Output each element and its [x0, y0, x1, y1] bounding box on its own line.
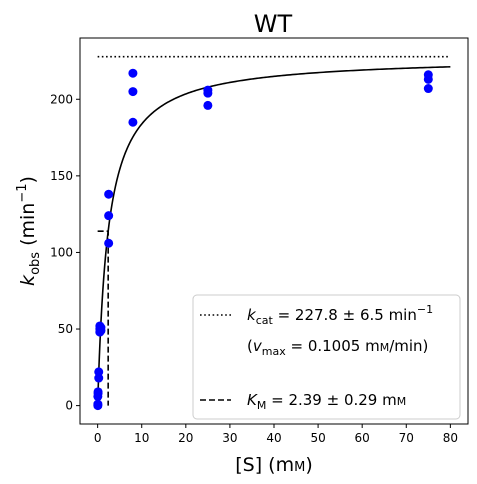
- x-tick-label: 80: [443, 431, 458, 445]
- y-axis-label: kobs (min−1): [15, 176, 43, 286]
- data-point: [203, 100, 213, 110]
- data-point: [128, 117, 138, 127]
- y-tick-label: 150: [50, 169, 73, 183]
- plot-area: [93, 55, 451, 411]
- x-axis-label: [S] (mM): [235, 454, 313, 476]
- y-axis: 0 50 100 150 200: [50, 92, 80, 413]
- legend-km-label: KM = 2.39 ± 0.29 mM: [247, 391, 406, 412]
- x-tick-label: 30: [222, 431, 237, 445]
- data-point: [104, 189, 114, 199]
- x-tick-label: 50: [310, 431, 325, 445]
- data-point: [93, 399, 103, 409]
- x-tick-label: 60: [355, 431, 370, 445]
- chart-title: WT: [254, 10, 293, 38]
- data-point: [423, 70, 433, 80]
- x-tick-label: 0: [94, 431, 102, 445]
- data-point: [423, 84, 433, 94]
- x-axis: 0 10 20 30 40 50 60 70 80: [94, 424, 458, 445]
- legend-frame: [192, 294, 461, 420]
- x-tick-label: 20: [178, 431, 193, 445]
- x-tick-label: 70: [399, 431, 414, 445]
- data-point: [93, 387, 103, 397]
- data-point: [128, 87, 138, 97]
- x-tick-label: 10: [134, 431, 149, 445]
- data-point: [128, 68, 138, 78]
- data-point: [94, 367, 104, 377]
- y-tick-label: 200: [50, 92, 73, 106]
- data-point: [96, 323, 106, 332]
- data-point: [104, 211, 114, 221]
- legend-vmax-label: (vmax = 0.1005 mM/min): [247, 337, 428, 358]
- data-point: [203, 85, 213, 95]
- legend: kcat = 227.8 ± 6.5 min−1 (vmax = 0.1005 …: [192, 294, 461, 420]
- y-tick-label: 100: [50, 245, 73, 259]
- fit-curve: [96, 66, 451, 406]
- y-tick-label: 0: [65, 399, 73, 413]
- legend-kcat-label: kcat = 227.8 ± 6.5 min−1: [247, 303, 433, 327]
- y-tick-label: 50: [58, 322, 73, 336]
- x-tick-label: 40: [266, 431, 281, 445]
- data-point: [104, 238, 114, 248]
